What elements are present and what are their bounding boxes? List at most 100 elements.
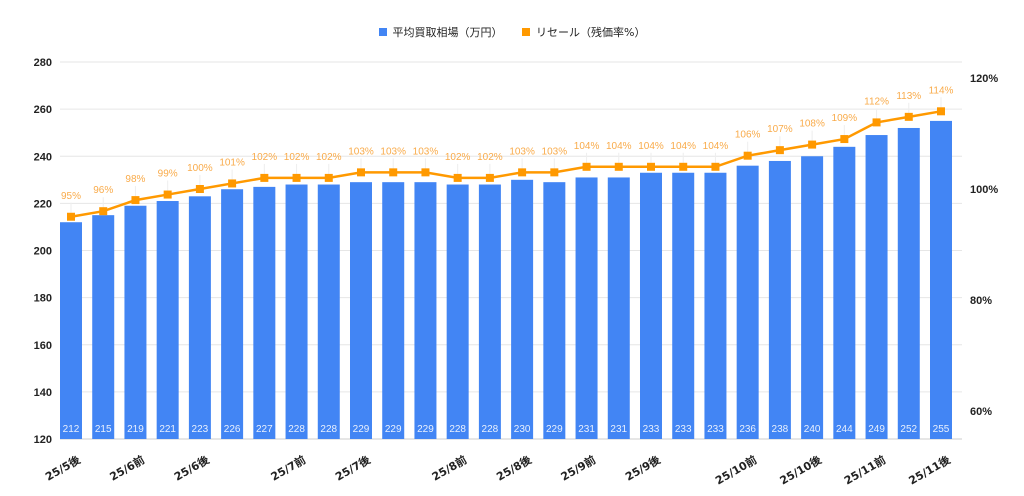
bar-value-label: 228 (482, 424, 499, 435)
bar[interactable] (221, 189, 244, 439)
line-marker[interactable] (614, 162, 623, 171)
line-value-label: 103% (413, 146, 439, 157)
line-value-label: 113% (896, 91, 921, 102)
line-value-label: 96% (93, 185, 113, 196)
line-marker[interactable] (485, 173, 494, 182)
bar-value-label: 255 (933, 424, 950, 435)
bar[interactable] (897, 127, 920, 439)
bar[interactable] (317, 184, 340, 439)
line-marker[interactable] (260, 173, 269, 182)
line-marker[interactable] (163, 190, 172, 199)
bar-value-label: 233 (707, 424, 724, 435)
bar[interactable] (124, 205, 147, 439)
legend-item-line[interactable]: リセール（残価率%） (522, 24, 645, 40)
bar-value-label: 228 (288, 424, 305, 435)
line-marker[interactable] (904, 112, 913, 121)
bar[interactable] (60, 222, 82, 439)
bar[interactable] (92, 215, 115, 439)
line-marker[interactable] (582, 162, 591, 171)
bar[interactable] (640, 172, 662, 439)
x-axis-tick-label: 25/11前 (842, 452, 889, 487)
bar-value-label: 227 (256, 424, 273, 435)
left-axis-tick-label: 280 (34, 57, 52, 69)
line-value-label: 102% (445, 152, 471, 163)
bar[interactable] (511, 179, 534, 439)
bar[interactable] (607, 177, 630, 440)
line-marker[interactable] (131, 196, 140, 205)
line-marker[interactable] (550, 168, 559, 177)
line-marker[interactable] (357, 168, 365, 177)
line-value-label: 109% (832, 113, 858, 124)
line-marker[interactable] (99, 207, 108, 216)
line-value-label: 101% (219, 157, 245, 168)
line-marker[interactable] (324, 173, 333, 182)
line-marker[interactable] (937, 107, 945, 116)
bar[interactable] (672, 172, 695, 439)
x-axis-tick-label: 25/11後 (906, 452, 953, 487)
x-axis-tick-label: 25/9前 (558, 452, 598, 483)
bar[interactable] (801, 156, 824, 439)
bar[interactable] (253, 186, 276, 439)
line-marker[interactable] (808, 140, 817, 149)
bar[interactable] (285, 184, 308, 439)
left-axis-tick-label: 260 (34, 104, 52, 116)
bar[interactable] (543, 182, 566, 439)
right-axis-tick-label: 60% (970, 406, 992, 418)
line-marker[interactable] (228, 179, 237, 188)
bar[interactable] (930, 120, 952, 439)
x-axis-tick-label: 25/5後 (43, 452, 84, 484)
x-axis-tick-label: 25/10後 (777, 452, 824, 487)
bar[interactable] (446, 184, 469, 439)
line-value-label: 103% (542, 146, 568, 157)
bar-value-label: 229 (353, 424, 370, 435)
line-marker[interactable] (518, 168, 527, 177)
line-value-label: 99% (158, 169, 178, 180)
line-marker[interactable] (775, 146, 784, 155)
line-marker[interactable] (711, 162, 720, 171)
bar-value-label: 233 (643, 424, 660, 435)
line-value-label: 102% (252, 152, 278, 163)
bar[interactable] (736, 165, 759, 440)
bar[interactable] (704, 172, 727, 439)
chart-legend: 平均買取相場（万円） リセール（残価率%） (0, 24, 1024, 40)
bar-value-label: 252 (900, 424, 917, 435)
bar[interactable] (478, 184, 501, 439)
bar[interactable] (382, 182, 405, 439)
x-axis-tick-label: 25/10前 (713, 452, 760, 487)
bar[interactable] (768, 160, 791, 439)
line-value-label: 104% (638, 141, 664, 152)
bar-value-label: 229 (385, 424, 402, 435)
left-axis-tick-label: 120 (34, 434, 52, 446)
bar[interactable] (414, 182, 437, 439)
line-marker[interactable] (67, 212, 75, 221)
bar[interactable] (156, 201, 179, 439)
line-marker[interactable] (840, 135, 849, 144)
bar[interactable] (188, 196, 211, 439)
line-marker[interactable] (195, 185, 204, 193)
line-marker[interactable] (647, 162, 655, 171)
line-marker[interactable] (743, 151, 752, 160)
bar[interactable] (575, 177, 598, 440)
line-marker[interactable] (421, 168, 430, 177)
bar[interactable] (350, 182, 372, 439)
x-axis-tick-label: 25/7前 (268, 452, 308, 483)
line-marker[interactable] (872, 118, 881, 127)
bar[interactable] (865, 135, 888, 439)
bar-value-label: 244 (836, 424, 853, 435)
bar-value-label: 219 (127, 424, 144, 435)
bar-value-label: 221 (159, 424, 176, 435)
line-marker[interactable] (389, 168, 398, 177)
line-value-label: 102% (477, 152, 503, 163)
bar-value-label: 233 (675, 424, 692, 435)
line-value-label: 104% (606, 141, 632, 152)
x-axis: 25/5後 25/6前 25/6後 25/7前 25/7後 25/8前 25/8後 25/9前… (43, 452, 954, 487)
bar-value-label: 229 (546, 424, 563, 435)
legend-item-bar[interactable]: 平均買取相場（万円） (378, 24, 503, 40)
bar[interactable] (833, 146, 856, 439)
line-marker[interactable] (292, 173, 301, 182)
line-marker[interactable] (679, 162, 688, 171)
line-value-label: 98% (125, 174, 145, 185)
line-value-label: 104% (574, 141, 600, 152)
line-marker[interactable] (453, 173, 462, 182)
